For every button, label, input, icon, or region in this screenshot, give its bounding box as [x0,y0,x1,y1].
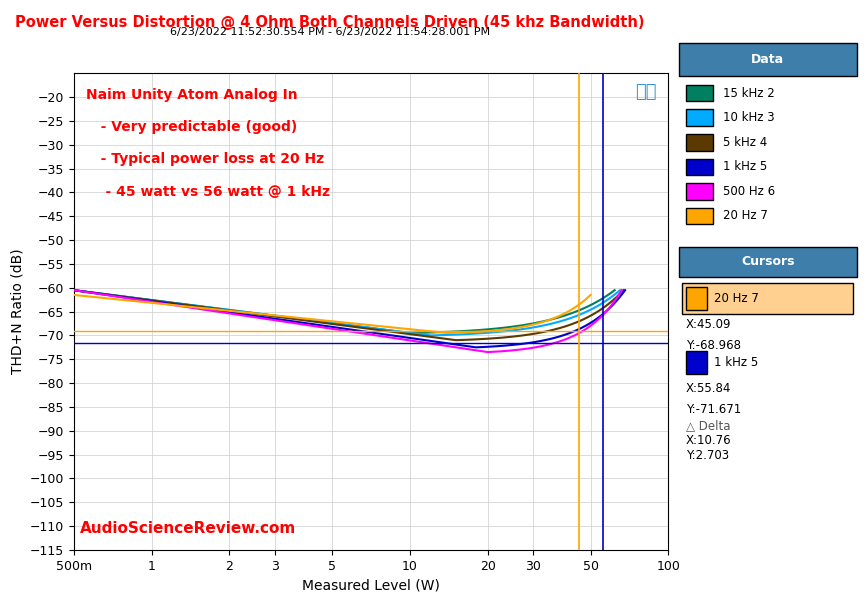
Text: Power Versus Distortion @ 4 Ohm Both Channels Driven (45 khz Bandwidth): Power Versus Distortion @ 4 Ohm Both Cha… [15,15,645,31]
Text: 15 kHz 2: 15 kHz 2 [723,87,775,100]
Text: Y:2.703: Y:2.703 [686,448,729,462]
Text: Data: Data [751,53,785,66]
Text: 10 kHz 3: 10 kHz 3 [723,111,775,124]
Text: Y:-68.968: Y:-68.968 [686,338,741,351]
Text: Y:-71.671: Y:-71.671 [686,403,741,416]
Text: 5 kHz 4: 5 kHz 4 [723,136,767,149]
FancyBboxPatch shape [686,351,707,374]
Text: 20 Hz 7: 20 Hz 7 [714,292,760,305]
Text: Cursors: Cursors [741,255,794,268]
FancyBboxPatch shape [679,43,857,76]
Text: 500 Hz 6: 500 Hz 6 [723,185,775,198]
Text: △ Delta: △ Delta [686,420,730,433]
Text: X:45.09: X:45.09 [686,318,732,331]
Text: 1 kHz 5: 1 kHz 5 [723,160,767,174]
FancyBboxPatch shape [686,85,713,101]
FancyBboxPatch shape [686,208,713,224]
FancyBboxPatch shape [686,159,713,175]
X-axis label: Measured Level (W): Measured Level (W) [302,578,440,592]
Text: Naim Unity Atom Analog In

   - Very predictable (good)

   - Typical power loss: Naim Unity Atom Analog In - Very predict… [86,87,330,199]
FancyBboxPatch shape [682,283,853,314]
FancyBboxPatch shape [686,287,707,310]
FancyBboxPatch shape [679,247,857,277]
Text: X:55.84: X:55.84 [686,382,731,395]
Text: AudioScienceReview.com: AudioScienceReview.com [80,521,296,536]
Text: 6/23/2022 11:52:30.554 PM - 6/23/2022 11:54:28.001 PM: 6/23/2022 11:52:30.554 PM - 6/23/2022 11… [170,27,490,37]
FancyBboxPatch shape [686,183,713,200]
FancyBboxPatch shape [686,134,713,150]
Text: 20 Hz 7: 20 Hz 7 [723,210,768,222]
Text: Ⓐ𝑃: Ⓐ𝑃 [635,83,656,101]
Text: 1 kHz 5: 1 kHz 5 [714,356,759,369]
Text: X:10.76: X:10.76 [686,434,732,447]
Y-axis label: THD+N Ratio (dB): THD+N Ratio (dB) [10,249,24,375]
FancyBboxPatch shape [686,109,713,126]
